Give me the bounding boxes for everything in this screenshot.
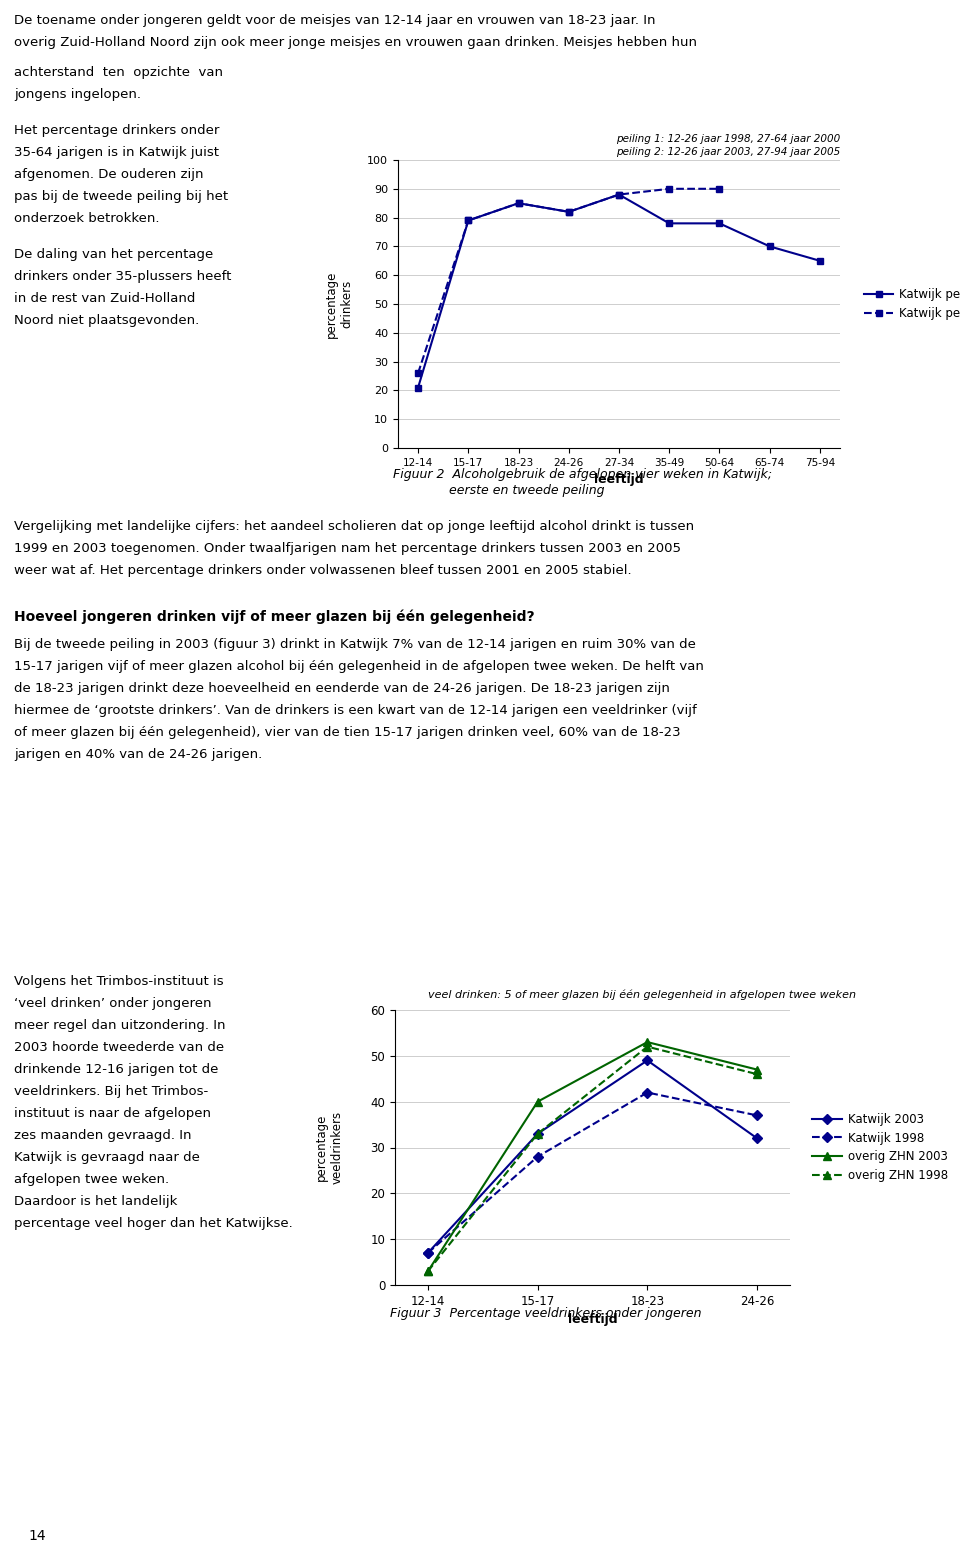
- Text: 15-17 jarigen vijf of meer glazen alcohol bij één gelegenheid in de afgelopen tw: 15-17 jarigen vijf of meer glazen alcoho…: [14, 660, 704, 674]
- Legend: Katwijk 2003, Katwijk 1998, overig ZHN 2003, overig ZHN 1998: Katwijk 2003, Katwijk 1998, overig ZHN 2…: [807, 1108, 952, 1186]
- overig ZHN 2003: [532, 1093, 543, 1111]
- Text: of meer glazen bij één gelegenheid), vier van de tien 15-17 jarigen drinken veel: of meer glazen bij één gelegenheid), vie…: [14, 725, 681, 739]
- overig ZHN 2003: [641, 1033, 653, 1052]
- Katwijk 2003: [422, 1244, 434, 1263]
- Text: meer regel dan uitzondering. In: meer regel dan uitzondering. In: [14, 1019, 226, 1032]
- overig ZHN 1998: [532, 1124, 543, 1143]
- Katwijk peiling 2: [814, 252, 826, 270]
- overig ZHN 1998: [422, 1261, 434, 1280]
- Text: in de rest van Zuid-Holland: in de rest van Zuid-Holland: [14, 292, 196, 305]
- Katwijk peiling 1: [613, 184, 625, 203]
- Text: veeldrinkers. Bij het Trimbos-: veeldrinkers. Bij het Trimbos-: [14, 1085, 208, 1097]
- Text: De toename onder jongeren geldt voor de meisjes van 12-14 jaar en vrouwen van 18: De toename onder jongeren geldt voor de …: [14, 14, 656, 27]
- Y-axis label: percentage
drinkers: percentage drinkers: [324, 270, 354, 338]
- Text: De daling van het percentage: De daling van het percentage: [14, 249, 213, 261]
- Text: achterstand  ten  opzichte  van: achterstand ten opzichte van: [14, 66, 223, 80]
- Katwijk peiling 1: [413, 364, 424, 383]
- Text: jongens ingelopen.: jongens ingelopen.: [14, 88, 141, 102]
- Katwijk peiling 2: [463, 211, 474, 230]
- Line: Katwijk 1998: Katwijk 1998: [424, 1089, 760, 1257]
- Text: veel drinken: 5 of meer glazen bij één gelegenheid in afgelopen twee weken: veel drinken: 5 of meer glazen bij één g…: [428, 989, 856, 1000]
- Text: Katwijk is gevraagd naar de: Katwijk is gevraagd naar de: [14, 1150, 200, 1164]
- Katwijk peiling 1: [563, 203, 574, 222]
- Text: Figuur 3  Percentage veeldrinkers onder jongeren: Figuur 3 Percentage veeldrinkers onder j…: [390, 1307, 702, 1321]
- Text: de 18-23 jarigen drinkt deze hoeveelheid en eenderde van de 24-26 jarigen. De 18: de 18-23 jarigen drinkt deze hoeveelheid…: [14, 681, 670, 696]
- Text: peiling 2: 12-26 jaar 2003, 27-94 jaar 2005: peiling 2: 12-26 jaar 2003, 27-94 jaar 2…: [615, 147, 840, 156]
- Katwijk peiling 1: [713, 180, 725, 199]
- overig ZHN 2003: [752, 1060, 763, 1078]
- Text: afgenomen. De ouderen zijn: afgenomen. De ouderen zijn: [14, 167, 204, 181]
- Text: Vergelijking met landelijke cijfers: het aandeel scholieren dat op jonge leeftij: Vergelijking met landelijke cijfers: het…: [14, 520, 694, 533]
- Katwijk peiling 1: [463, 211, 474, 230]
- Katwijk 1998: [641, 1083, 653, 1102]
- Line: Katwijk peiling 2: Katwijk peiling 2: [415, 191, 823, 391]
- Text: instituut is naar de afgelopen: instituut is naar de afgelopen: [14, 1107, 211, 1121]
- Katwijk peiling 2: [613, 184, 625, 203]
- Text: peiling 1: 12-26 jaar 1998, 27-64 jaar 2000: peiling 1: 12-26 jaar 1998, 27-64 jaar 2…: [615, 134, 840, 144]
- Text: percentage veel hoger dan het Katwijkse.: percentage veel hoger dan het Katwijkse.: [14, 1218, 293, 1230]
- Text: pas bij de tweede peiling bij het: pas bij de tweede peiling bij het: [14, 191, 228, 203]
- Text: drinkers onder 35-plussers heeft: drinkers onder 35-plussers heeft: [14, 270, 231, 283]
- Katwijk 2003: [641, 1050, 653, 1069]
- Text: Noord niet plaatsgevonden.: Noord niet plaatsgevonden.: [14, 314, 200, 327]
- overig ZHN 1998: [752, 1064, 763, 1083]
- Text: 1999 en 2003 toegenomen. Onder twaalfjarigen nam het percentage drinkers tussen : 1999 en 2003 toegenomen. Onder twaalfjar…: [14, 542, 681, 555]
- Text: weer wat af. Het percentage drinkers onder volwassenen bleef tussen 2001 en 2005: weer wat af. Het percentage drinkers ond…: [14, 564, 632, 577]
- Line: overig ZHN 1998: overig ZHN 1998: [423, 1043, 761, 1275]
- Katwijk peiling 2: [713, 214, 725, 233]
- Katwijk 2003: [532, 1124, 543, 1143]
- Katwijk peiling 2: [663, 214, 675, 233]
- Text: ‘veel drinken’ onder jongeren: ‘veel drinken’ onder jongeren: [14, 997, 211, 1010]
- Text: 14: 14: [28, 1529, 46, 1543]
- Katwijk 1998: [752, 1107, 763, 1125]
- Text: Bij de tweede peiling in 2003 (figuur 3) drinkt in Katwijk 7% van de 12-14 jarig: Bij de tweede peiling in 2003 (figuur 3)…: [14, 638, 696, 652]
- Text: Hoeveel jongeren drinken vijf of meer glazen bij één gelegenheid?: Hoeveel jongeren drinken vijf of meer gl…: [14, 610, 535, 625]
- Katwijk peiling 2: [413, 378, 424, 397]
- Text: afgelopen twee weken.: afgelopen twee weken.: [14, 1172, 169, 1186]
- overig ZHN 1998: [641, 1038, 653, 1057]
- X-axis label: leeftijd: leeftijd: [567, 1313, 617, 1327]
- Katwijk peiling 2: [513, 194, 524, 213]
- Line: Katwijk 2003: Katwijk 2003: [424, 1057, 760, 1257]
- Katwijk 1998: [532, 1147, 543, 1166]
- Legend: Katwijk peiling 2, Katwijk peiling 1: Katwijk peiling 2, Katwijk peiling 1: [859, 283, 960, 325]
- Katwijk peiling 1: [663, 180, 675, 199]
- Text: Figuur 2  Alcoholgebruik de afgelopen vier weken in Katwijk;: Figuur 2 Alcoholgebruik de afgelopen vie…: [393, 467, 772, 481]
- Text: 2003 hoorde tweederde van de: 2003 hoorde tweederde van de: [14, 1041, 224, 1053]
- Text: jarigen en 40% van de 24-26 jarigen.: jarigen en 40% van de 24-26 jarigen.: [14, 749, 262, 761]
- Katwijk peiling 1: [513, 194, 524, 213]
- Text: zes maanden gevraagd. In: zes maanden gevraagd. In: [14, 1128, 191, 1143]
- Text: Daardoor is het landelijk: Daardoor is het landelijk: [14, 1196, 178, 1208]
- Text: drinkende 12-16 jarigen tot de: drinkende 12-16 jarigen tot de: [14, 1063, 218, 1075]
- Text: Volgens het Trimbos-instituut is: Volgens het Trimbos-instituut is: [14, 975, 224, 988]
- Text: hiermee de ‘grootste drinkers’. Van de drinkers is een kwart van de 12-14 jarige: hiermee de ‘grootste drinkers’. Van de d…: [14, 703, 697, 717]
- Line: Katwijk peiling 1: Katwijk peiling 1: [415, 186, 723, 377]
- Text: onderzoek betrokken.: onderzoek betrokken.: [14, 213, 159, 225]
- overig ZHN 2003: [422, 1261, 434, 1280]
- Text: Het percentage drinkers onder: Het percentage drinkers onder: [14, 123, 220, 138]
- X-axis label: leeftijd: leeftijd: [594, 474, 644, 486]
- Text: 35-64 jarigen is in Katwijk juist: 35-64 jarigen is in Katwijk juist: [14, 145, 219, 159]
- Text: eerste en tweede peiling: eerste en tweede peiling: [393, 485, 605, 497]
- Katwijk 1998: [422, 1244, 434, 1263]
- Text: overig Zuid-Holland Noord zijn ook meer jonge meisjes en vrouwen gaan drinken. M: overig Zuid-Holland Noord zijn ook meer …: [14, 36, 697, 48]
- Y-axis label: percentage
veeldrinkers: percentage veeldrinkers: [315, 1111, 344, 1185]
- Katwijk peiling 2: [764, 238, 776, 256]
- Line: overig ZHN 2003: overig ZHN 2003: [423, 1038, 761, 1275]
- Katwijk peiling 2: [563, 203, 574, 222]
- Katwijk 2003: [752, 1128, 763, 1147]
